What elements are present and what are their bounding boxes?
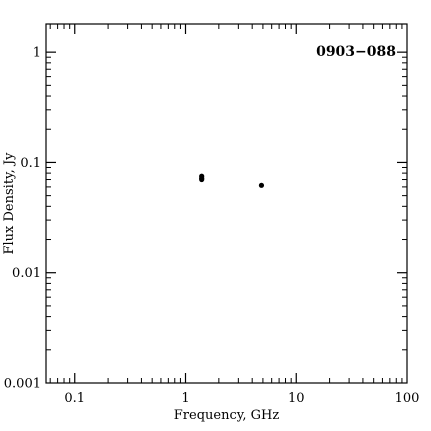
source-name-annotation: 0903−088: [316, 44, 396, 60]
data-points: [199, 173, 265, 188]
plot-frame: [45, 23, 408, 384]
x-tick-label: 1: [181, 391, 189, 406]
x-tick-label: 0.1: [64, 391, 85, 406]
data-point: [199, 176, 205, 183]
x-axis-label: Frequency, GHz: [174, 408, 280, 423]
y-tick-labels: 0.001 0.01 0.1 1: [4, 46, 41, 392]
data-point: [258, 182, 265, 188]
x-tick-label: 10: [288, 391, 305, 406]
y-tick-label: 0.01: [12, 266, 41, 281]
major-ticks: [46, 24, 407, 383]
x-tick-label: 100: [395, 391, 420, 406]
y-tick-label: 0.1: [20, 156, 41, 171]
x-tick-labels: 0.1 1 10 100: [64, 391, 419, 406]
y-tick-label: 0.001: [4, 377, 41, 392]
minor-ticks: [46, 24, 407, 383]
y-axis-label: Flux Density, Jy: [2, 152, 17, 255]
y-tick-label: 1: [33, 46, 41, 61]
